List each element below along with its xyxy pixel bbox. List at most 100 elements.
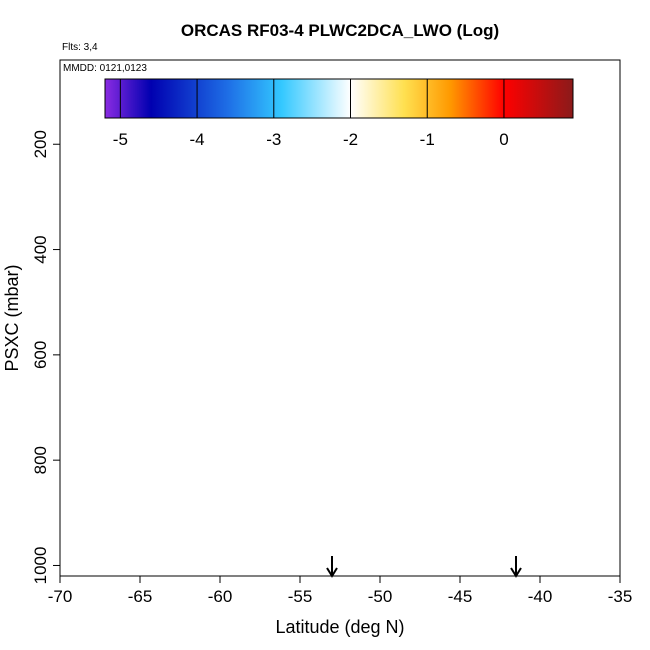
data-point-marker <box>124 409 129 414</box>
data-point-marker <box>532 532 537 537</box>
data-point-marker <box>275 218 279 223</box>
colorbar-tick-label: -3 <box>266 130 281 149</box>
data-point-marker <box>541 408 546 413</box>
data-point-marker <box>489 380 494 385</box>
data-point-marker <box>254 217 259 221</box>
data-point-marker <box>345 510 349 515</box>
data-point-marker <box>101 515 106 519</box>
y-tick-label: 600 <box>31 341 50 369</box>
data-point-marker <box>448 249 453 254</box>
data-point-marker <box>307 219 312 224</box>
flights-label: Flts: 3,4 <box>62 42 98 53</box>
data-point-marker <box>393 222 398 227</box>
data-point-marker <box>482 277 487 282</box>
data-point-marker <box>295 170 300 175</box>
data-point-marker <box>244 243 249 248</box>
data-point-marker <box>593 427 597 432</box>
data-point-marker <box>354 405 359 410</box>
data-point-marker <box>350 273 355 278</box>
data-point-marker <box>397 486 402 491</box>
data-point-marker <box>102 436 107 440</box>
data-point-marker <box>178 427 182 432</box>
x-tick-label: -35 <box>608 587 633 606</box>
colorbar: -5 -4 -3 -2 -1 0 <box>104 78 574 149</box>
data-point-marker <box>187 375 192 379</box>
data-point-marker <box>490 540 495 545</box>
data-point-marker <box>246 536 251 541</box>
data-point-marker <box>346 196 351 201</box>
arrow-markers <box>326 556 522 578</box>
data-point-marker <box>470 434 475 439</box>
y-tick-label: 400 <box>31 235 50 263</box>
data-point-marker <box>499 433 504 438</box>
data-point-marker <box>381 538 386 542</box>
data-point-marker <box>298 509 303 514</box>
colorbar-tick-label: 0 <box>499 130 508 149</box>
data-point-marker <box>455 355 460 360</box>
date-label: MMDD: 0121,0123 <box>63 63 147 74</box>
data-point-marker <box>219 270 224 275</box>
heatmap-layers <box>95 164 602 572</box>
data-point-marker <box>423 539 428 544</box>
data-point-marker <box>401 274 406 279</box>
colorbar-tick-label: -4 <box>190 130 205 149</box>
data-point-marker <box>426 485 431 490</box>
data-point-marker <box>520 356 525 361</box>
data-point-marker <box>507 329 512 334</box>
data-point-marker <box>204 534 209 539</box>
data-point-marker <box>320 272 324 277</box>
y-tick-label: 200 <box>31 130 50 158</box>
data-point-marker <box>137 533 142 538</box>
data-point-marker <box>349 352 354 357</box>
data-point-marker <box>541 514 546 519</box>
data-point-marker <box>189 323 194 328</box>
data-point-marker <box>160 375 165 380</box>
data-point-marker <box>166 304 171 309</box>
data-point-marker <box>588 454 593 458</box>
data-point-marker <box>346 379 351 384</box>
data-point-marker <box>423 432 428 437</box>
data-point-marker <box>588 506 593 511</box>
data-point-marker <box>546 435 551 440</box>
data-point-marker <box>302 482 307 487</box>
y-tick-label: 1000 <box>31 547 50 585</box>
data-point-marker <box>417 380 422 384</box>
data-point-marker <box>224 429 229 434</box>
data-point-marker <box>400 248 405 253</box>
data-point-marker <box>453 301 458 306</box>
data-point-marker <box>239 403 244 407</box>
data-point-marker <box>347 431 352 436</box>
x-tick-label: -60 <box>208 587 233 606</box>
data-point-marker <box>238 269 243 274</box>
data-point-marker <box>348 326 353 331</box>
data-point-marker <box>267 190 272 195</box>
data-point-marker <box>149 481 154 486</box>
x-tick-label: -70 <box>48 587 73 606</box>
data-point-marker <box>447 565 452 570</box>
data-point-marker <box>148 454 153 459</box>
data-point-marker <box>195 251 200 256</box>
data-point-marker <box>298 456 303 461</box>
data-point-marker <box>138 357 143 362</box>
data-point-marker <box>300 567 305 572</box>
y-tick-label: 800 <box>31 446 50 474</box>
data-point-marker <box>292 164 297 169</box>
data-point-marker <box>269 510 274 514</box>
data-point-marker <box>203 348 208 353</box>
data-point-marker <box>195 401 200 406</box>
x-tick-label: -65 <box>128 587 153 606</box>
y-axis: 200 400 600 800 1000 <box>31 130 60 584</box>
colorbar-tick-label: -2 <box>343 130 358 149</box>
x-axis: -70 -65 -60 -55 -50 -45 -40 -35 <box>48 576 633 606</box>
data-point-marker <box>223 455 228 460</box>
data-point-marker <box>466 513 471 518</box>
colorbar-tick-label: -1 <box>420 130 435 149</box>
data-point-marker <box>470 328 475 333</box>
data-point-marker <box>231 376 236 381</box>
data-point-marker <box>243 350 248 355</box>
data-point-marker <box>469 408 474 412</box>
data-point-marker <box>297 193 302 198</box>
data-point-marker <box>585 401 589 406</box>
y-axis-label: PSXC (mbar) <box>2 264 22 371</box>
data-point-marker <box>310 403 315 408</box>
